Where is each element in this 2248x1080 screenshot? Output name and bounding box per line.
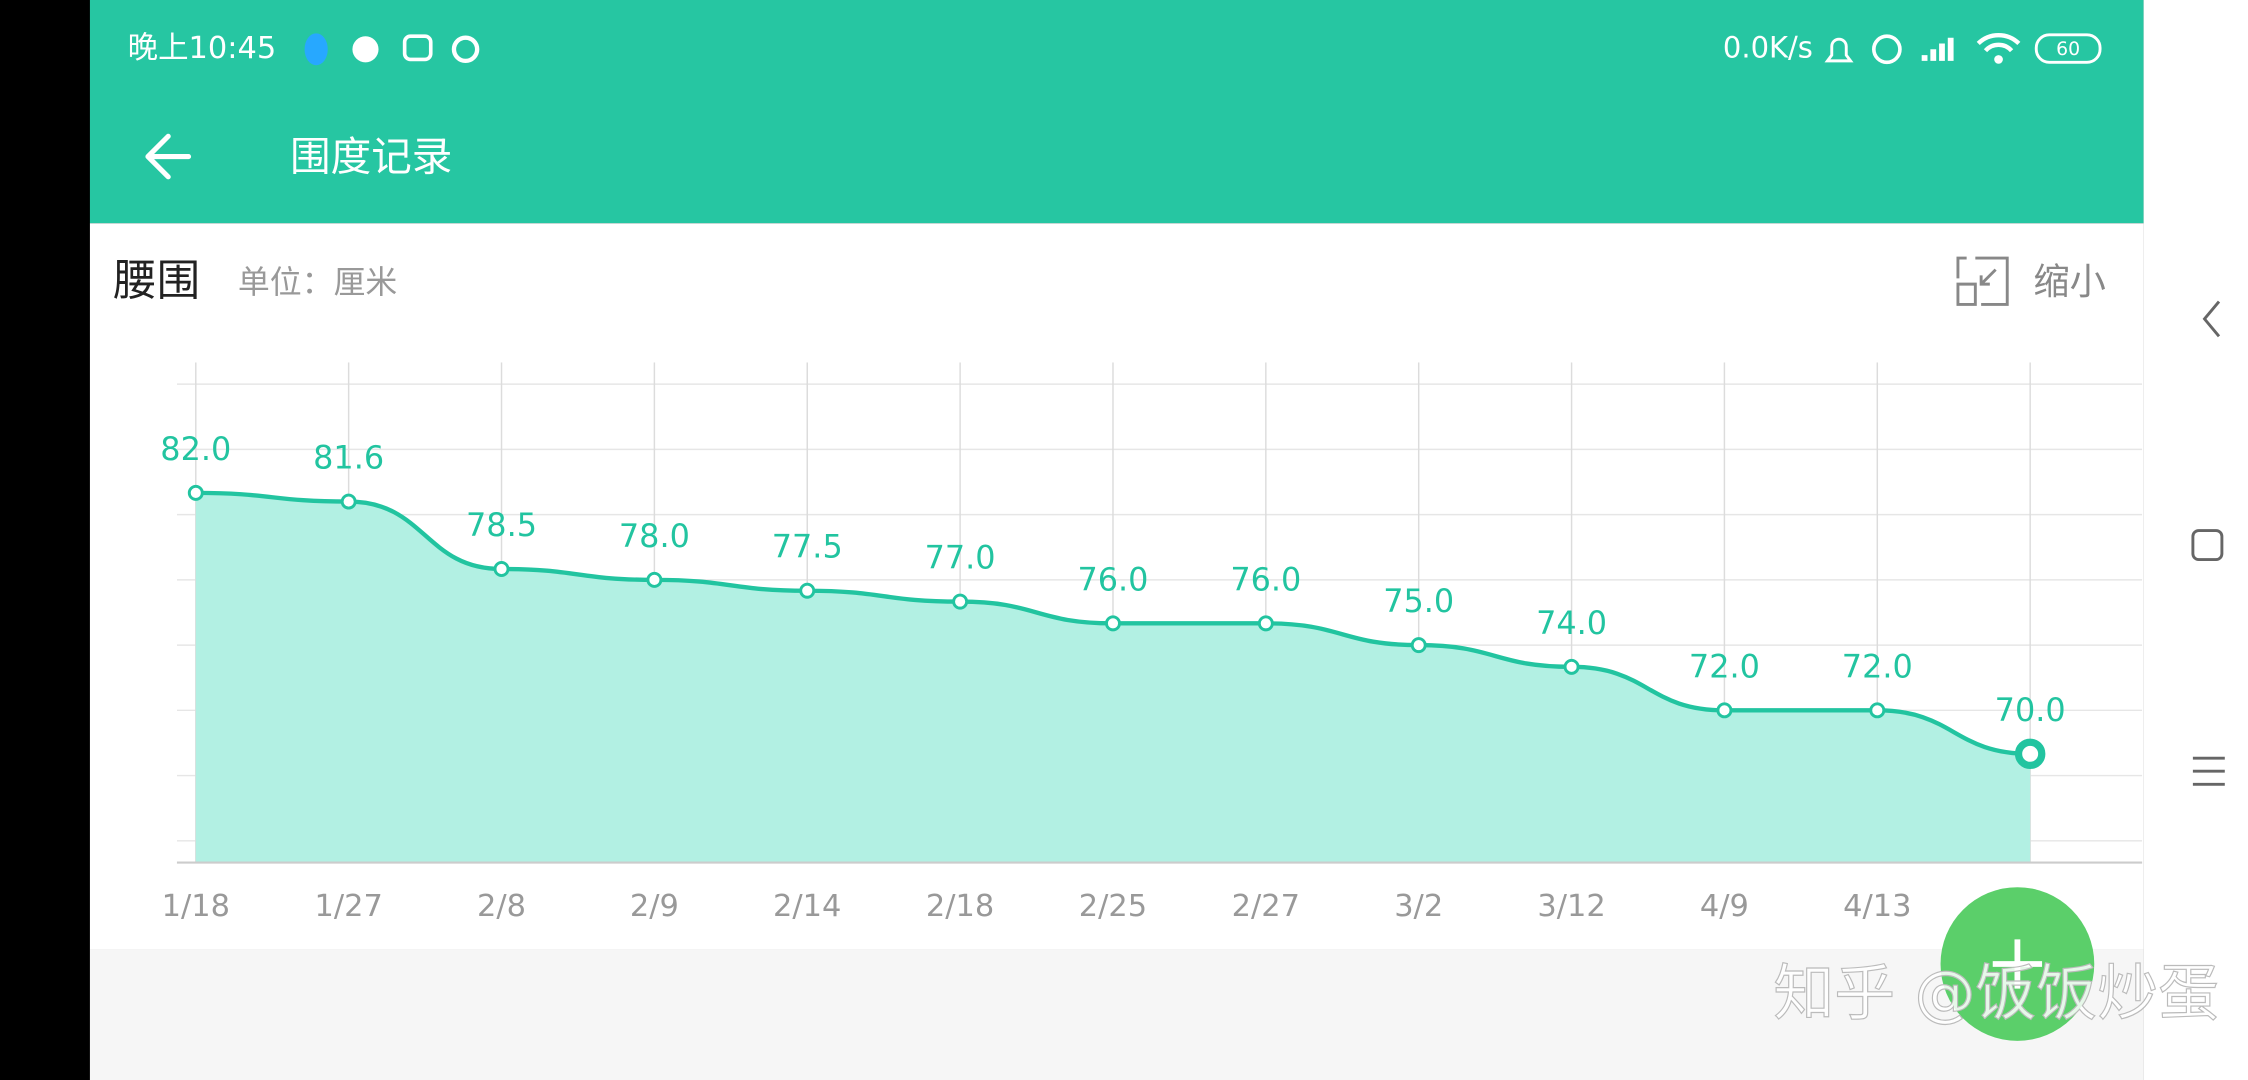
toggle-label: 缩小 (2033, 260, 2105, 303)
status-icon (1824, 37, 1854, 63)
status-icon (451, 35, 480, 64)
chart: 66697275788184871/181/272/82/92/142/182/… (160, 362, 2143, 924)
value-label: 74.0 (1536, 604, 1607, 642)
battery (2034, 33, 2102, 64)
point (493, 561, 510, 577)
point (1716, 702, 1733, 719)
point (340, 493, 357, 510)
x-tick-label: 4/13 (1843, 889, 1911, 924)
value-label: 76.0 (1230, 560, 1301, 598)
x-tick-label: 1/18 (162, 889, 230, 924)
status-icon (1921, 37, 1954, 61)
value-label: 72.0 (1842, 647, 1913, 685)
x-tick-label: 3/12 (1537, 889, 1605, 924)
point (952, 593, 969, 610)
back-button[interactable] (145, 133, 192, 180)
x-tick-label: 1/27 (314, 889, 382, 924)
app-bar-bg (89, 0, 2144, 224)
nav-menu[interactable] (2192, 756, 2225, 786)
point (1410, 637, 1427, 654)
point (799, 582, 816, 599)
status-icon (352, 36, 379, 63)
status-time: 晚上10:45 (128, 31, 277, 66)
nav-back[interactable] (2202, 300, 2221, 338)
point (187, 484, 204, 501)
value-label: 76.0 (1077, 560, 1148, 598)
chart-subtitle: 单位：厘米 (238, 263, 397, 301)
point (1563, 658, 1580, 675)
nav-bar-bg (2143, 0, 2248, 1080)
point (1257, 615, 1274, 632)
x-tick-label: 2/18 (926, 889, 994, 924)
watermark: 知乎 @饭饭炒蛋 (1773, 958, 2219, 1029)
value-label: 75.0 (1383, 582, 1454, 620)
x-tick-label: 4/9 (1700, 889, 1749, 924)
x-tick-label: 2/14 (773, 889, 841, 924)
status-icon (304, 33, 328, 66)
toggle-icon (1956, 256, 2009, 306)
point (646, 571, 663, 588)
status-icon (1976, 33, 2021, 53)
x-tick-label: 2/8 (477, 889, 526, 924)
value-label: 81.6 (313, 439, 384, 477)
bottom-area (89, 949, 2144, 1080)
status-icon (1872, 34, 1902, 65)
point-selected (2014, 738, 2046, 770)
x-tick-label: 2/25 (1079, 889, 1147, 924)
x-tick-label: 2/9 (630, 889, 679, 924)
chart-title: 腰围 (113, 257, 200, 307)
value-label: 82.0 (160, 430, 231, 468)
toggle-button[interactable]: 缩小 (1956, 256, 2106, 306)
value-label: 77.5 (772, 528, 843, 566)
value-label: 70.0 (1995, 691, 2066, 729)
nav-home[interactable] (2191, 529, 2224, 562)
left-bezel (0, 0, 90, 1080)
value-label: 78.5 (466, 506, 537, 544)
point (1105, 615, 1121, 632)
value-label: 78.0 (619, 517, 690, 555)
value-label: 77.0 (925, 539, 996, 577)
status-icon (402, 34, 433, 62)
battery-level: 60 (2056, 39, 2080, 60)
x-tick-label: 3/2 (1394, 889, 1443, 924)
app-title: 围度记录 (290, 132, 452, 180)
value-label: 72.0 (1689, 647, 1760, 685)
point (1869, 702, 1886, 719)
add-icon (1992, 939, 2043, 989)
x-tick-label: 2/27 (1232, 889, 1300, 924)
status-icon (1994, 55, 2003, 64)
status-speed: 0.0K/s (1723, 30, 1813, 64)
